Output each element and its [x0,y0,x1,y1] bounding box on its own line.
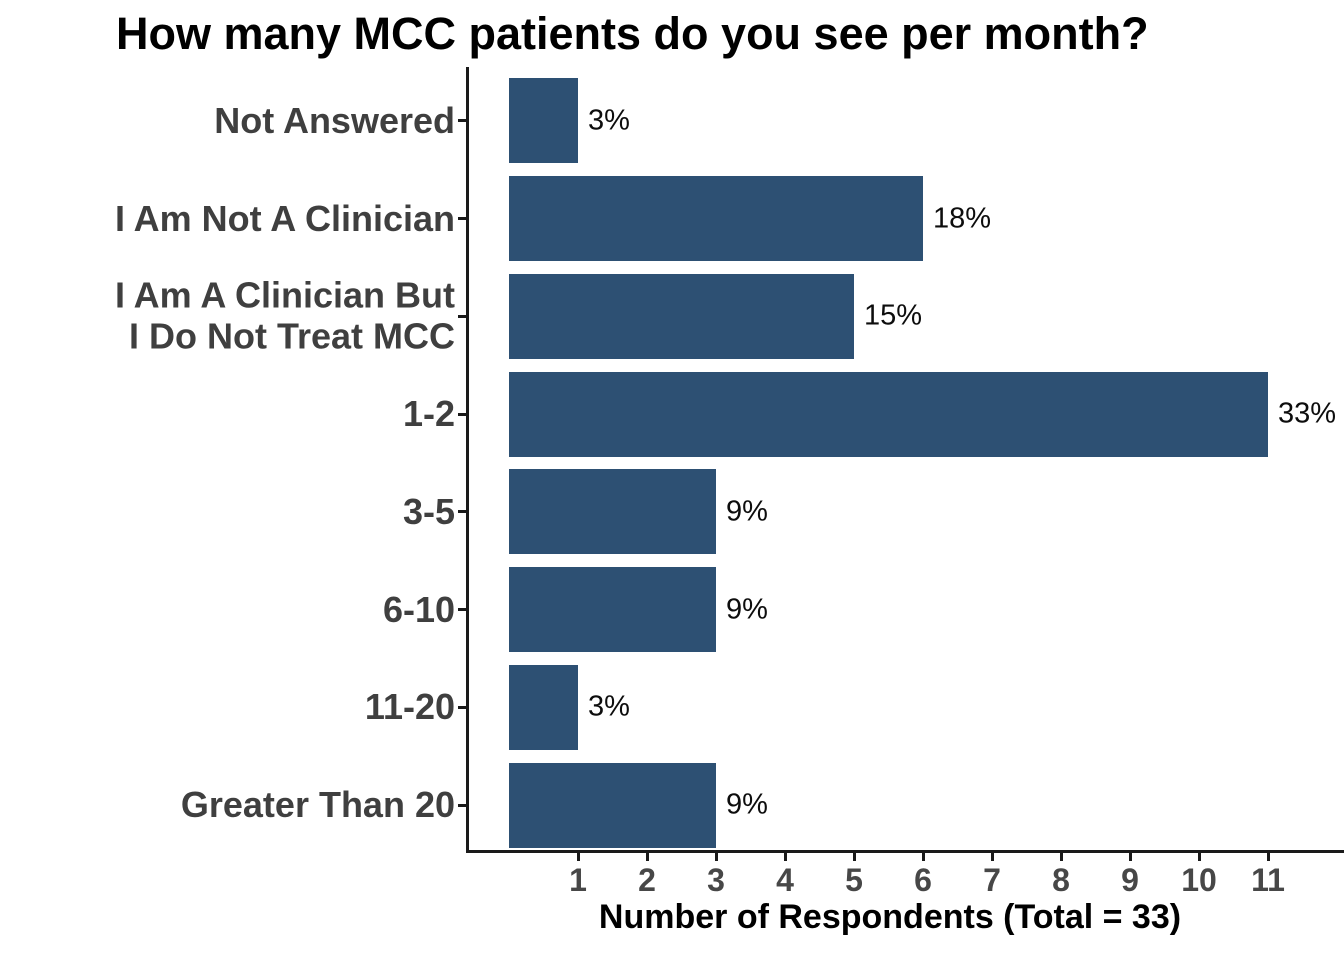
bar [509,78,578,164]
x-axis-tick [921,851,925,861]
y-axis-tick [458,119,467,123]
x-axis-tick [714,851,718,861]
bar-value-label: 9% [726,593,768,626]
bar [509,469,716,555]
x-axis-tick-label: 4 [776,862,794,898]
y-axis-tick [458,705,467,709]
bar-value-label: 3% [588,104,630,137]
y-axis-label: I Am Not A Clinician [114,197,455,239]
y-axis-label: Not Answered [214,99,455,141]
y-axis-label: 6-10 [382,588,455,630]
y-axis-tick [458,217,467,221]
bar [509,664,578,750]
y-axis-tick [458,412,467,416]
y-axis-tick [458,803,467,807]
x-axis-tick [1059,851,1063,861]
y-axis-label: 3-5 [402,490,455,532]
x-axis-line [466,850,1344,853]
y-axis-tick [458,510,467,514]
x-axis-tick-label: 2 [638,862,656,898]
bar [509,176,923,262]
x-axis-tick [1128,851,1132,861]
x-axis-tick-label: 7 [983,862,1001,898]
x-axis-tick [852,851,856,861]
x-axis-tick-label: 8 [1052,862,1070,898]
y-axis-tick [458,314,467,318]
bar [509,273,854,359]
x-axis-tick [783,851,787,861]
y-axis-label: I Am A Clinician But I Do Not Treat MCC [114,275,455,357]
y-axis-label: 1-2 [402,392,455,434]
y-axis-label: Greater Than 20 [180,783,455,825]
bar-value-label: 15% [864,299,923,332]
bar [509,567,716,653]
bar-value-label: 3% [588,690,630,723]
x-axis-tick-label: 9 [1121,862,1139,898]
bar [509,371,1268,457]
x-axis-tick-label: 3 [707,862,725,898]
x-axis-tick-label: 5 [845,862,863,898]
x-axis-tick [1197,851,1201,861]
x-axis-title: Number of Respondents (Total = 33) [598,898,1182,936]
x-axis-tick [576,851,580,861]
bar-value-label: 18% [933,202,992,235]
y-axis-line [466,67,469,853]
x-axis-tick-label: 10 [1181,862,1217,898]
bar-value-label: 33% [1278,397,1337,430]
bar-value-label: 9% [726,788,768,821]
bar [509,762,716,848]
x-axis-tick-label: 1 [569,862,587,898]
x-axis-tick [645,851,649,861]
x-axis-tick [1266,851,1270,861]
bar-value-label: 9% [726,495,768,528]
y-axis-tick [458,608,467,612]
x-axis-tick [990,851,994,861]
y-axis-label: 11-20 [364,686,455,728]
x-axis-tick-label: 6 [914,862,932,898]
x-axis-tick-label: 11 [1251,862,1285,898]
chart-title: How many MCC patients do you see per mon… [116,8,1149,59]
